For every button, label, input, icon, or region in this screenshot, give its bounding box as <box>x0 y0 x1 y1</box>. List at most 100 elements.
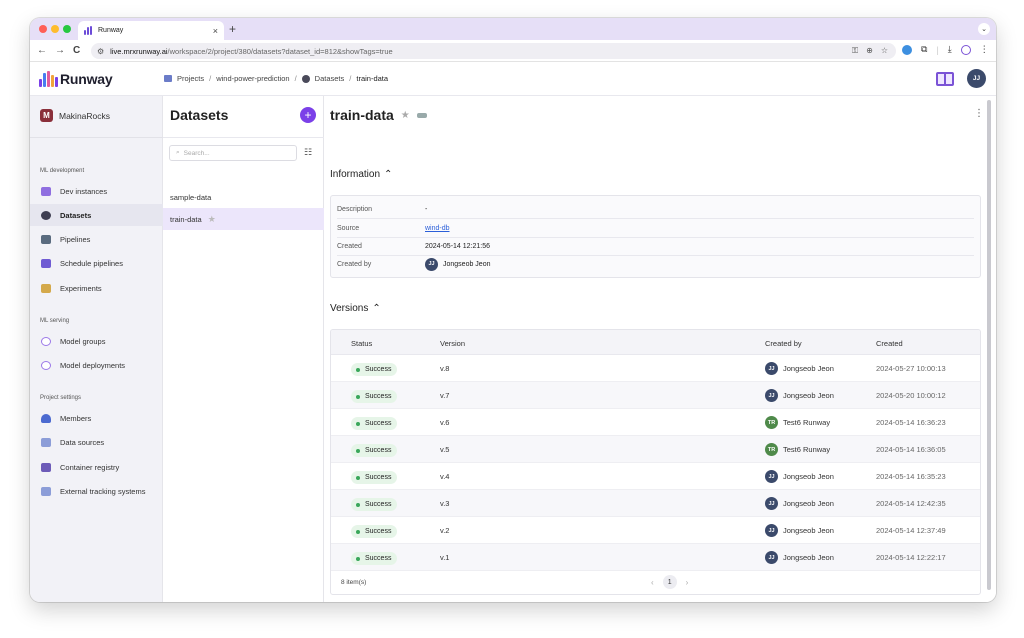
reload-button[interactable]: C <box>73 45 81 56</box>
info-row: Description - <box>331 200 980 218</box>
runway-logo-icon[interactable] <box>39 71 58 87</box>
chart-icon <box>41 283 51 293</box>
user-avatar[interactable]: JJ <box>967 69 986 88</box>
status-badge: Success <box>351 471 398 484</box>
table-row[interactable]: Success v.8 JJ Jongseob Jeon 2024-05-27 10:0… <box>331 355 980 382</box>
site-info-icon[interactable]: ⚙ <box>97 46 105 56</box>
column-header[interactable]: Created by <box>765 339 802 348</box>
breadcrumb: Projects / wind-power-prediction / Datas… <box>164 74 388 83</box>
sidebar-item-data-sources[interactable]: Data sources <box>30 431 163 453</box>
sidebar-item-datasets[interactable]: Datasets <box>30 204 163 226</box>
avatar: JJ <box>765 362 778 375</box>
versions-toggle[interactable]: Versions ⌃ <box>330 303 381 314</box>
breadcrumb-project[interactable]: wind-power-prediction <box>216 74 290 83</box>
chevron-up-icon: ⌃ <box>384 169 393 180</box>
breadcrumb-separator: / <box>294 74 297 83</box>
page-button[interactable]: 1 <box>662 575 677 589</box>
column-header[interactable]: Status <box>351 339 373 348</box>
sidebar-item-model-deployments[interactable]: Model deployments <box>30 354 163 376</box>
close-window-button[interactable] <box>39 25 47 33</box>
dataset-list-item[interactable]: sample-data <box>163 186 324 208</box>
sidebar-item-label: Datasets <box>60 210 92 220</box>
created-by-cell: TR Test6 Runway <box>765 443 830 456</box>
created-date: 2024-05-27 10:00:13 <box>876 364 946 373</box>
more-options-icon[interactable]: ⋮ <box>974 108 984 119</box>
table-row[interactable]: Success v.7 JJ Jongseob Jeon 2024-05-20 10:0… <box>331 382 980 409</box>
sidebar-item-label: Container registry <box>60 462 120 472</box>
divider <box>337 237 974 238</box>
runway-favicon-icon <box>84 26 93 35</box>
tab-title: Runway <box>98 27 124 34</box>
avatar: JJ <box>765 524 778 537</box>
version-label: v.2 <box>440 526 450 535</box>
docs-book-icon[interactable] <box>936 72 954 86</box>
sidebar-item-label: Model deployments <box>60 360 126 370</box>
column-header[interactable]: Version <box>440 339 466 348</box>
info-row: Created by JJ Jongseob Jeon <box>331 255 980 273</box>
info-value: - <box>425 206 427 213</box>
breadcrumb-datasets[interactable]: Datasets <box>314 74 345 83</box>
bookmark-star-icon[interactable]: ☆ <box>880 46 888 55</box>
next-page-button[interactable]: › <box>685 577 689 587</box>
table-row[interactable]: Success v.1 JJ Jongseob Jeon 2024-05-14 12:2… <box>331 544 980 571</box>
user-name: Test6 Runway <box>783 418 831 427</box>
logo-text[interactable]: Runway <box>60 71 113 87</box>
sidebar-item-model-groups[interactable]: Model groups <box>30 330 163 352</box>
browser-menu-icon[interactable]: ⋮ <box>979 44 989 54</box>
folder-icon <box>164 75 172 82</box>
sidebar-item-experiments[interactable]: Experiments <box>30 277 163 299</box>
star-icon[interactable]: ★ <box>400 109 410 121</box>
tracking-icon <box>41 486 51 496</box>
sidebar-item-label: Dev instances <box>60 186 108 196</box>
download-icon[interactable]: ⤓ <box>947 44 952 54</box>
sidebar-item-schedule-pipelines[interactable]: Schedule pipelines <box>30 252 163 274</box>
dataset-list-item[interactable]: train-data ★ <box>163 208 324 230</box>
workspace-switcher[interactable]: M MakinaRocks <box>40 109 110 122</box>
dataset-icon <box>301 74 310 83</box>
created-value: 2024-05-14 12:21:56 <box>425 242 490 250</box>
info-row: Created 2024-05-14 12:21:56 <box>331 237 980 255</box>
versions-table: Status Version Created by Created Succes… <box>330 329 981 595</box>
source-link[interactable]: wind-db <box>425 224 450 232</box>
table-row[interactable]: Success v.4 JJ Jongseob Jeon 2024-05-14 16:3… <box>331 463 980 490</box>
zoom-icon[interactable]: ⊕ <box>866 46 873 55</box>
address-bar[interactable]: ⚙ live.mrxrunway.ai/workspace/2/project/… <box>91 43 896 59</box>
prev-page-button[interactable]: ‹ <box>651 577 654 587</box>
scrollbar[interactable] <box>987 100 991 590</box>
table-row[interactable]: Success v.6 TR Test6 Runway 2024-05-14 16:36… <box>331 409 980 436</box>
forward-button[interactable]: → <box>55 45 65 56</box>
avatar: TR <box>765 443 778 456</box>
table-row[interactable]: Success v.5 TR Test6 Runway 2024-05-14 16:36… <box>331 436 980 463</box>
extension-icon[interactable] <box>902 44 912 55</box>
created-by-cell: JJ Jongseob Jeon <box>765 551 834 564</box>
sidebar-item-external-tracking-systems[interactable]: External tracking systems <box>30 480 163 502</box>
browser-tab[interactable]: Runway × <box>78 21 224 40</box>
sidebar-item-members[interactable]: Members <box>30 407 163 429</box>
key-icon[interactable]: ⚿ <box>852 46 859 55</box>
filter-icon[interactable]: ☷ <box>304 147 313 157</box>
tab-search-icon[interactable]: ⌄ <box>978 23 990 35</box>
table-row[interactable]: Success v.3 JJ Jongseob Jeon 2024-05-14 12:4… <box>331 490 980 517</box>
created-by-cell: JJ Jongseob Jeon <box>765 362 834 375</box>
sidebar-item-dev-instances[interactable]: Dev instances <box>30 180 163 202</box>
table-row[interactable]: Success v.2 JJ Jongseob Jeon 2024-05-14 12:3… <box>331 517 980 544</box>
tag-icon[interactable] <box>416 112 427 118</box>
section-title: ML serving <box>40 318 70 324</box>
column-header[interactable]: Created <box>876 339 903 348</box>
sidebar-item-container-registry[interactable]: Container registry <box>30 456 163 478</box>
add-dataset-button[interactable]: + <box>300 107 316 123</box>
created-by-value: Jongseob Jeon <box>443 260 491 268</box>
back-button[interactable]: ← <box>37 45 47 56</box>
profile-icon[interactable] <box>960 44 971 55</box>
sidebar-item-pipelines[interactable]: Pipelines <box>30 228 163 250</box>
dataset-search-input[interactable]: ⌕ Search... <box>169 145 297 161</box>
maximize-window-button[interactable] <box>63 25 71 33</box>
information-toggle[interactable]: Information ⌃ <box>330 169 392 180</box>
new-tab-button[interactable]: + <box>229 22 237 36</box>
minimize-window-button[interactable] <box>51 25 59 33</box>
star-icon[interactable]: ★ <box>207 213 216 224</box>
tab-close-icon[interactable]: × <box>212 25 218 36</box>
breadcrumb-projects[interactable]: Projects <box>177 74 205 83</box>
puzzle-icon[interactable]: ⧉ <box>921 44 928 54</box>
status-badge: Success <box>351 444 398 457</box>
